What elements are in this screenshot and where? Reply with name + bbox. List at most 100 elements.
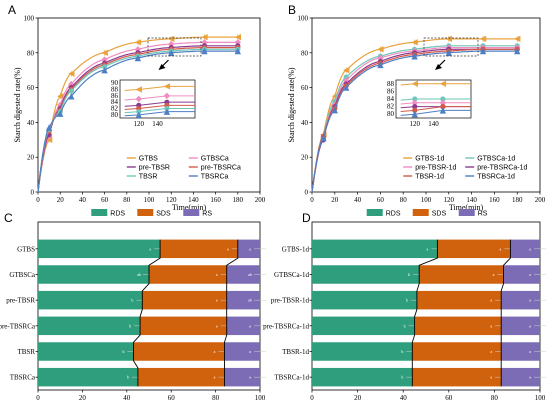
inset-x-tick-label: 120: [410, 120, 421, 128]
y-tick-label: 40: [27, 119, 35, 127]
inset-series-line: [124, 108, 195, 114]
inset-data-point: [440, 104, 446, 110]
x-tick-label: 100: [144, 196, 155, 204]
y-tick-label: 20: [301, 154, 309, 162]
category-label: GTBSCa: [9, 271, 36, 279]
bar-rs: [501, 342, 540, 361]
significance-label: b: [131, 298, 133, 303]
category-label: pre-TBSR-1d: [271, 297, 310, 305]
legend-label: pre-TBSR: [139, 165, 170, 172]
significance-label: b: [404, 323, 406, 328]
inset-y-tick-label: 82: [387, 103, 395, 111]
significance-label: a: [249, 349, 251, 354]
legend-label: GTBSCa: [201, 156, 229, 163]
inset-data-point: [439, 107, 447, 114]
significance-label: a: [249, 375, 251, 380]
legend-label: TBSRCa: [201, 174, 229, 181]
legend-swatch: [412, 209, 429, 216]
x-tick-label: 40: [123, 394, 131, 402]
series-tbsrca: [37, 47, 241, 193]
inset-data-point: [411, 80, 418, 87]
significance-label: b: [127, 375, 129, 380]
category-label: TBSRCa-1d: [274, 374, 309, 382]
x-tick-label: 160: [210, 196, 221, 204]
line-chart-b: B 0 20 40 60 80 100 120 140 160 180 200 0 20 40 60 80 100…: [287, 3, 546, 212]
significance-label: a: [216, 323, 218, 328]
inset-data-point: [439, 80, 447, 87]
significance-label: a: [214, 375, 216, 380]
boundary-connector: [133, 239, 161, 387]
legend-label: SDS: [432, 211, 447, 218]
x-axis-label: Time(min): [449, 203, 484, 212]
x-tick-label: 180: [512, 196, 523, 204]
category-label: GTBSCa-1d: [274, 271, 310, 279]
zoom-arrowhead: [158, 64, 166, 70]
inset-series-line: [124, 104, 195, 110]
x-tick-label: 160: [489, 196, 500, 204]
significance-label: a: [529, 298, 531, 303]
x-tick-label: 0: [310, 196, 314, 204]
zoom-box: [147, 37, 202, 57]
legend-label: pre-TBSR-1d: [415, 165, 456, 172]
y-tick-label: 100: [24, 15, 35, 23]
category-label: pre-TBSRCa: [0, 322, 36, 330]
x-axis-label: Time(min): [172, 203, 207, 212]
inset-data-point: [135, 95, 142, 103]
x-tick-label: 200: [535, 196, 546, 204]
inset-data-point: [439, 99, 447, 106]
bar-rds: [38, 265, 149, 284]
bar-rs: [226, 265, 260, 284]
inset-series-line: [400, 83, 471, 86]
bar-chart-d: D 0 20 40 60 80 100 GTBS-1d a a a GTBSCa-1d b a a pre-T…: [263, 209, 546, 402]
x-tick-label: 20: [331, 196, 339, 204]
zoom-box: [423, 37, 479, 57]
legend: GTBS GTBSCa pre-TBSR pre-TBSRCa TBSR TBSRCa: [126, 156, 241, 181]
inset-series-line: [124, 85, 195, 91]
bar-sds: [160, 239, 238, 259]
inset-data-point: [163, 108, 171, 115]
y-tick-label: 100: [298, 15, 309, 23]
category-label: TBSRCa: [10, 374, 36, 382]
bar-rs: [501, 316, 540, 336]
inset-series-line: [400, 106, 471, 113]
significance-label: a: [529, 323, 531, 328]
legend: RDS SDS RS: [366, 209, 488, 218]
panel-label: C: [4, 211, 13, 225]
significance-label: b: [122, 349, 124, 354]
y-tick-label: 80: [301, 49, 309, 57]
bar-rs: [226, 316, 260, 336]
legend-label: TBSR-1d: [415, 174, 444, 181]
inset-y-tick-label: 80: [111, 111, 119, 119]
x-tick-label: 120: [444, 196, 455, 204]
panel-label: D: [302, 211, 311, 225]
bar-sds: [437, 239, 511, 259]
x-tick-label: 200: [255, 196, 266, 204]
inset-y-tick-label: 86: [387, 87, 395, 95]
significance-label: b: [129, 323, 131, 328]
significance-label: a: [499, 246, 501, 251]
bar-sds: [412, 367, 502, 387]
y-axis-label: Starch digested rate(%): [287, 67, 296, 142]
inset-series-line: [400, 102, 471, 105]
significance-label: b: [401, 375, 403, 380]
y-tick-label: 20: [27, 154, 35, 162]
x-tick-label: 60: [168, 394, 176, 402]
legend-label: GTBSCa-1d: [477, 156, 515, 163]
bar-sds: [137, 367, 225, 387]
inset-y-tick-label: 86: [111, 92, 119, 100]
significance-label: a: [227, 246, 229, 251]
inset-y-tick-label: 90: [111, 79, 119, 87]
x-tick-label: 60: [445, 394, 453, 402]
inset-data-point: [440, 96, 446, 102]
bar-rs: [224, 367, 260, 387]
bar-rs: [501, 367, 540, 387]
bar-rs: [510, 239, 540, 259]
significance-label: a: [529, 246, 531, 251]
x-tick-label: 60: [377, 196, 385, 204]
significance-label: a: [529, 272, 531, 277]
bar-sds: [140, 316, 227, 336]
significance-label: a: [427, 246, 429, 251]
line-chart-a: A 0 20 40 60 80 100 120 140 160 180 200 0 20 40 60 80 100…: [8, 3, 266, 212]
inset-data-point: [163, 92, 171, 100]
